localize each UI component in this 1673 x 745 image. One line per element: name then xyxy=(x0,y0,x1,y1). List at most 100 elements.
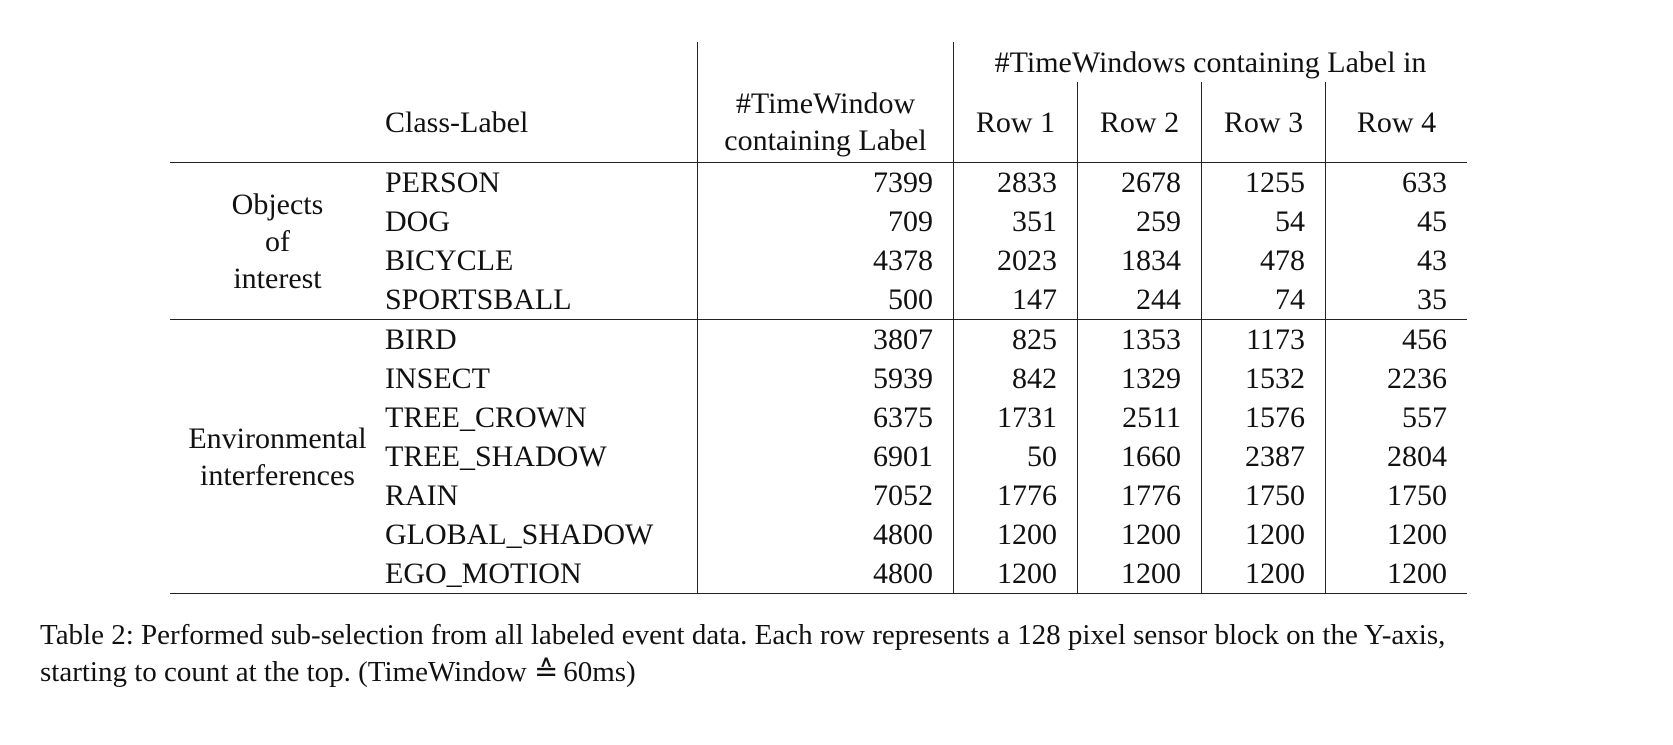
group-label-line: interferences xyxy=(200,458,355,492)
row2-cell: 2511 xyxy=(1077,398,1202,437)
row2-cell: 244 xyxy=(1077,280,1202,320)
row3-cell: 1576 xyxy=(1201,398,1326,437)
row4-header: Row 4 xyxy=(1325,82,1467,163)
table-row: Environmental interferences BIRD 3807 825 135… xyxy=(170,319,1467,594)
row3-cell: 478 xyxy=(1201,241,1326,280)
group-label-line: Objects xyxy=(231,187,324,221)
row3-cell: 2387 xyxy=(1201,437,1326,476)
row2-cell: 1200 xyxy=(1077,515,1202,554)
caption-line-2-start: starting to count at the top. (TimeWindo… xyxy=(40,656,534,688)
table-caption: Table 2: Performed sub-selection from al… xyxy=(40,617,1660,691)
row2-cell: 259 xyxy=(1077,202,1202,241)
class-label-cell: PERSON xyxy=(385,166,501,199)
table-row: Objects of interest PERSON 7399 2833 2678 1255 6… xyxy=(170,162,1467,320)
row1-cell: 1776 xyxy=(997,479,1057,512)
corner-empty xyxy=(170,42,385,82)
class-label-cell: DOG xyxy=(385,205,450,238)
table-row: GLOBAL_SHADOW 4800 1200 1200 1200 1200 xyxy=(170,515,1467,554)
total-header-line2: containing Label xyxy=(724,124,927,157)
row4-cell: 1200 xyxy=(1325,554,1467,594)
table-row: RAIN 7052 1776 1776 1750 1750 xyxy=(170,476,1467,515)
table-row: DOG 709 351 259 54 45 xyxy=(170,202,1467,241)
caption-line-2-end: 60ms) xyxy=(555,656,636,688)
row2-cell: 1353 xyxy=(1077,319,1202,359)
caption-line-2: starting to count at the top. (TimeWindo… xyxy=(40,654,1660,691)
row3-cell: 74 xyxy=(1201,280,1326,320)
total-cell: 3807 xyxy=(697,319,954,359)
class-label-cell: TREE_CROWN xyxy=(385,401,587,434)
class-label-cell: RAIN xyxy=(385,479,459,512)
row3-cell: 1200 xyxy=(1201,515,1326,554)
class-label-cell: INSECT xyxy=(385,362,490,395)
group-label: Objects of interest xyxy=(170,162,385,320)
row4-cell: 45 xyxy=(1325,202,1467,241)
row4-cell: 633 xyxy=(1325,162,1467,202)
row3-cell: 54 xyxy=(1201,202,1326,241)
row1-cell: 825 xyxy=(1012,323,1057,356)
row1-cell: 2023 xyxy=(997,244,1057,277)
row3-cell: 1750 xyxy=(1201,476,1326,515)
row4-cell: 1750 xyxy=(1325,476,1467,515)
row1-cell: 50 xyxy=(1027,440,1057,473)
row1-cell: 1731 xyxy=(997,401,1057,434)
row3-cell: 1200 xyxy=(1201,554,1326,594)
class-label-cell: BIRD xyxy=(385,323,457,356)
total-cell: 7399 xyxy=(697,162,954,202)
row1-header: Row 1 xyxy=(953,82,1078,163)
group-header-empty xyxy=(170,82,385,163)
row3-cell: 1532 xyxy=(1201,359,1326,398)
table-row: TREE_SHADOW 6901 50 1660 2387 2804 xyxy=(170,437,1467,476)
group-label-line: Environmental xyxy=(188,421,367,455)
row3-cell: 1255 xyxy=(1201,162,1326,202)
row3-header: Row 3 xyxy=(1201,82,1326,163)
row4-cell: 557 xyxy=(1325,398,1467,437)
row1-cell: 842 xyxy=(1012,362,1057,395)
row1-cell: 1200 xyxy=(953,554,1078,594)
class-label-cell: TREE_SHADOW xyxy=(385,440,607,473)
row4-cell: 35 xyxy=(1325,280,1467,320)
table-row: INSECT 5939 842 1329 1532 2236 xyxy=(170,359,1467,398)
table-row: EGO_MOTION 4800 1200 1200 1200 1200 xyxy=(170,554,1467,594)
row2-cell: 1200 xyxy=(1077,554,1202,594)
row1-cell: 147 xyxy=(953,280,1078,320)
class-label-cell: BICYCLE xyxy=(385,244,514,277)
data-table-container: #TimeWindows containing Label in Class-L… xyxy=(170,42,1467,594)
class-label-cell: SPORTSBALL xyxy=(385,280,698,320)
table-row: TREE_CROWN 6375 1731 2511 1576 557 xyxy=(170,398,1467,437)
table-row: SPORTSBALL 500 147 244 74 35 xyxy=(170,280,1467,320)
row2-cell: 1776 xyxy=(1077,476,1202,515)
table-row: BICYCLE 4378 2023 1834 478 43 xyxy=(170,241,1467,280)
row4-cell: 43 xyxy=(1325,241,1467,280)
super-header: #TimeWindows containing Label in xyxy=(994,46,1427,79)
total-cell: 6901 xyxy=(697,437,954,476)
group-label-line: interest xyxy=(233,261,322,295)
row1-cell: 2833 xyxy=(997,166,1057,199)
row2-header: Row 2 xyxy=(1077,82,1202,163)
row3-cell: 1173 xyxy=(1201,319,1326,359)
row1-cell: 1200 xyxy=(997,518,1057,551)
group-label: Environmental interferences xyxy=(170,319,385,594)
class-label-cell: EGO_MOTION xyxy=(385,554,698,594)
total-cell: 500 xyxy=(697,280,954,320)
total-header: #TimeWindow containing Label xyxy=(697,82,954,163)
row4-cell: 456 xyxy=(1325,319,1467,359)
total-cell: 7052 xyxy=(697,476,954,515)
row2-cell: 1329 xyxy=(1077,359,1202,398)
row2-cell: 1834 xyxy=(1077,241,1202,280)
row2-cell: 2678 xyxy=(1077,162,1202,202)
data-table: #TimeWindows containing Label in Class-L… xyxy=(170,42,1467,594)
row4-cell: 2804 xyxy=(1325,437,1467,476)
corresponds-symbol: ≙ xyxy=(533,656,559,688)
total-cell: 5939 xyxy=(697,359,954,398)
group-label-line: of xyxy=(265,224,290,258)
total-cell: 709 xyxy=(697,202,954,241)
total-cell: 4800 xyxy=(697,554,954,594)
row1-cell: 351 xyxy=(1012,205,1057,238)
total-header-spacer xyxy=(697,42,954,82)
corner-empty-class xyxy=(385,42,698,82)
total-header-line1: #TimeWindow xyxy=(735,87,916,120)
caption-line-1: Table 2: Performed sub-selection from al… xyxy=(40,619,1446,651)
total-cell: 4800 xyxy=(697,515,954,554)
row4-cell: 2236 xyxy=(1325,359,1467,398)
class-label-cell: GLOBAL_SHADOW xyxy=(385,518,654,551)
